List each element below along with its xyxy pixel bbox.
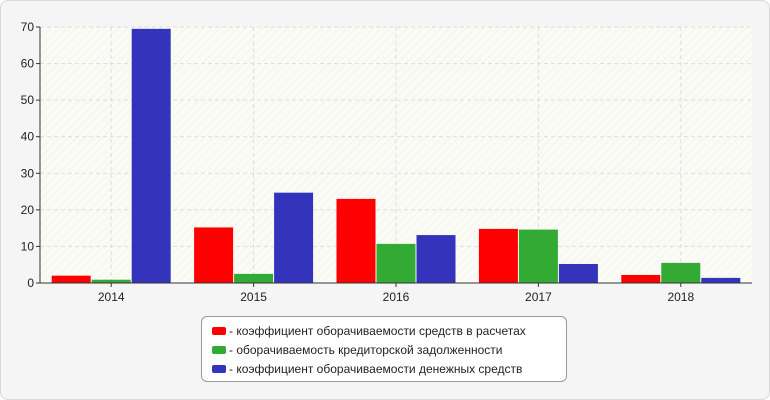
bars-group xyxy=(51,28,741,284)
bar xyxy=(91,279,131,283)
bar xyxy=(701,277,741,283)
bar xyxy=(194,227,234,283)
x-tick-label: 2016 xyxy=(383,290,410,301)
y-tick-label: 0 xyxy=(27,276,34,290)
y-tick-label: 30 xyxy=(21,166,35,180)
x-axis-ticks: 2014 2015 2016 2017 2018 xyxy=(98,283,694,301)
bar xyxy=(234,273,274,283)
y-tick-label: 40 xyxy=(21,130,35,144)
legend-item: - коэффициент оборачиваемости денежных с… xyxy=(212,359,566,378)
bar-chart: 0 10 20 30 40 50 60 70 2014 2015 2016 2017 2018 xyxy=(21,20,752,301)
x-tick-label: 2015 xyxy=(240,290,267,301)
bar xyxy=(51,275,91,283)
bar xyxy=(621,274,661,283)
legend-swatch xyxy=(212,364,226,373)
bar xyxy=(274,192,314,283)
y-tick-label: 70 xyxy=(21,20,35,34)
x-tick-label: 2017 xyxy=(525,290,552,301)
x-tick-label: 2018 xyxy=(667,290,694,301)
legend-swatch xyxy=(212,345,226,354)
bar xyxy=(131,28,171,284)
y-tick-label: 10 xyxy=(21,239,35,253)
bar xyxy=(558,263,598,283)
y-tick-label: 50 xyxy=(21,93,35,107)
bar xyxy=(416,235,456,283)
bar xyxy=(478,228,518,283)
y-tick-label: 20 xyxy=(21,203,35,217)
y-axis-ticks: 0 10 20 30 40 50 60 70 xyxy=(21,20,40,290)
legend-label: - коэффициент оборачиваемости средств в … xyxy=(229,323,526,338)
legend-label: - коэффициент оборачиваемости денежных с… xyxy=(229,361,523,376)
x-tick-label: 2014 xyxy=(98,290,125,301)
bar xyxy=(661,262,701,283)
legend: - коэффициент оборачиваемости средств в … xyxy=(201,316,567,382)
bar xyxy=(376,243,416,283)
legend-item: - коэффициент оборачиваемости средств в … xyxy=(212,321,566,340)
y-tick-label: 60 xyxy=(21,57,35,71)
legend-item: - оборачиваемость кредиторской задолженн… xyxy=(212,340,566,359)
legend-swatch xyxy=(212,326,226,335)
bar xyxy=(518,229,558,283)
legend-label: - оборачиваемость кредиторской задолженн… xyxy=(229,342,503,357)
bar xyxy=(336,198,376,283)
grid-lines xyxy=(40,26,752,283)
